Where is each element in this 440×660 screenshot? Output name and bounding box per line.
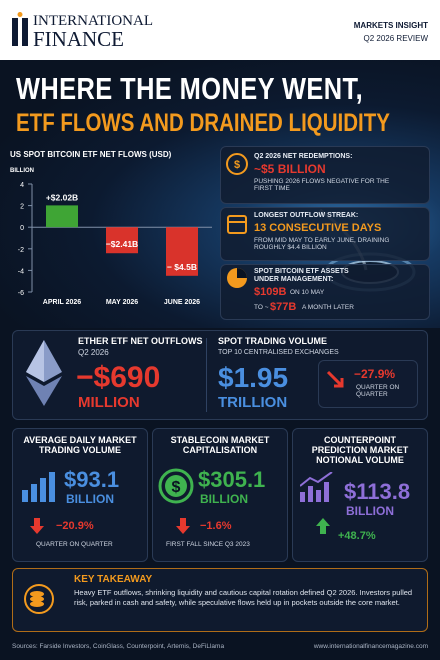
big-value: $1.95 bbox=[218, 362, 289, 393]
hero-title: ETF FLOWS AND DRAINED LIQUIDITY bbox=[16, 109, 390, 137]
value-label: − $4.5B bbox=[167, 262, 197, 272]
note-text: A MONTH LATER bbox=[302, 304, 354, 311]
note-panel bbox=[220, 146, 430, 204]
note-panel bbox=[220, 264, 430, 320]
panel-title: SPOT TRADING VOLUME bbox=[218, 336, 328, 346]
footer-website: www.internationalfinancemagazine.com bbox=[313, 643, 428, 650]
panel-title: ETHER ETF NET OUTFLOWS bbox=[78, 336, 203, 346]
svg-text:$: $ bbox=[234, 159, 240, 171]
note-value: $77B bbox=[270, 301, 297, 313]
panel-subtitle: TOP 10 CENTRALISED EXCHANGES bbox=[218, 349, 339, 356]
x-tick-label: MAY 2026 bbox=[106, 299, 138, 306]
header bbox=[0, 0, 440, 60]
stat-title: STABLECOIN MARKET CAPITALISATION bbox=[170, 435, 270, 455]
note-label: LONGEST OUTFLOW STREAK: bbox=[254, 212, 359, 219]
stat-value: $305.1 bbox=[198, 467, 266, 492]
stat-change: −1.6% bbox=[200, 520, 232, 532]
big-value: −$690 bbox=[76, 361, 161, 394]
stat-note: FIRST FALL SINCE Q3 2023 bbox=[166, 541, 250, 548]
takeaway-panel bbox=[12, 568, 428, 632]
stat-value: $93.1 bbox=[64, 467, 120, 492]
note-value: $109B bbox=[254, 286, 287, 298]
bar-chart: US SPOT BITCOIN ETF NET FLOWS (USD) BILL… bbox=[10, 150, 212, 306]
header-tag: MARKETS INSIGHT bbox=[353, 21, 428, 30]
chart-title: US SPOT BITCOIN ETF NET FLOWS (USD) bbox=[10, 150, 172, 159]
stat-title: AVERAGE DAILY MARKET TRADING VOLUME bbox=[23, 435, 137, 455]
panel-subtitle: Q2 2026 bbox=[78, 348, 109, 357]
stat-unit: BILLION bbox=[200, 492, 248, 506]
y-tick-label: -6 bbox=[18, 290, 24, 297]
footer-sources: Sources: Farside Investors, CoinGlass, C… bbox=[12, 643, 225, 650]
ether-icon bbox=[26, 340, 62, 406]
y-tick-label: 4 bbox=[20, 182, 24, 189]
coins-icon bbox=[24, 584, 54, 614]
y-tick-label: -2 bbox=[18, 247, 24, 254]
y-tick-label: 0 bbox=[20, 225, 24, 232]
stat-note: QUARTER ON QUARTER bbox=[36, 541, 113, 548]
note-label: Q2 2026 NET REDEMPTIONS: bbox=[254, 153, 353, 160]
bars-icon bbox=[22, 472, 55, 502]
bar bbox=[46, 205, 78, 228]
down-arrow bbox=[326, 370, 344, 388]
coin-icon: $ bbox=[158, 468, 194, 504]
note-panel bbox=[220, 207, 430, 261]
bar bbox=[106, 227, 138, 254]
y-tick-label: 2 bbox=[20, 204, 24, 211]
note-value: 13 CONSECUTIVE DAYS bbox=[254, 222, 382, 234]
x-tick-label: JUNE 2026 bbox=[164, 299, 200, 306]
svg-text:$: $ bbox=[172, 479, 181, 496]
value-unit: MILLION bbox=[78, 394, 140, 411]
note-text: PUSHING 2026 FLOWS NEGATIVE FOR THE FIRS… bbox=[254, 178, 390, 193]
y-axis-label: BILLION bbox=[10, 168, 34, 174]
note-icons: $ bbox=[226, 153, 248, 288]
value-unit: TRILLION bbox=[218, 394, 288, 411]
change-arrows bbox=[30, 518, 330, 534]
hero-title: WHERE THE MONEY WENT, bbox=[16, 71, 364, 106]
y-tick-label: -4 bbox=[18, 268, 24, 275]
change-box bbox=[318, 360, 418, 408]
stat-unit: BILLION bbox=[66, 492, 114, 506]
note-text: FROM MID MAY TO EARLY JUNE, DRAINING ROU… bbox=[254, 237, 390, 252]
value-label: −$2.41B bbox=[106, 239, 138, 249]
takeaway-text: Heavy ETF outflows, shrinking liquidity … bbox=[74, 588, 413, 607]
header-tag: Q2 2026 REVIEW bbox=[363, 34, 428, 43]
note-value: ~$5 BILLION bbox=[254, 162, 326, 176]
logo-icon bbox=[12, 12, 28, 46]
value-label: +$2.02B bbox=[46, 192, 78, 202]
change-note: QUARTER ON QUARTER bbox=[356, 384, 400, 399]
note-text: TO ~ bbox=[254, 304, 269, 311]
note-text: ON 10 MAY bbox=[290, 289, 325, 296]
trend-icon bbox=[300, 472, 333, 502]
brand-line: FINANCE bbox=[33, 27, 125, 51]
x-tick-label: APRIL 2026 bbox=[43, 299, 81, 306]
stat-unit: BILLION bbox=[346, 504, 394, 518]
stat-panel bbox=[292, 428, 428, 562]
stat-title: COUNTERPOINT PREDICTION MARKET NOTIONAL … bbox=[311, 435, 409, 465]
stat-change: −20.9% bbox=[56, 520, 94, 532]
stat-change: +48.7% bbox=[338, 530, 376, 542]
note-label: SPOT BITCOIN ETF ASSETS UNDER MANAGEMENT… bbox=[254, 268, 349, 283]
brand-line: INTERNATIONAL bbox=[33, 13, 153, 29]
bar bbox=[166, 227, 198, 276]
divider bbox=[206, 338, 207, 412]
change-value: −27.9% bbox=[354, 367, 396, 381]
takeaway-title: KEY TAKEAWAY bbox=[74, 574, 153, 585]
stat-value: $113.8 bbox=[344, 479, 411, 504]
